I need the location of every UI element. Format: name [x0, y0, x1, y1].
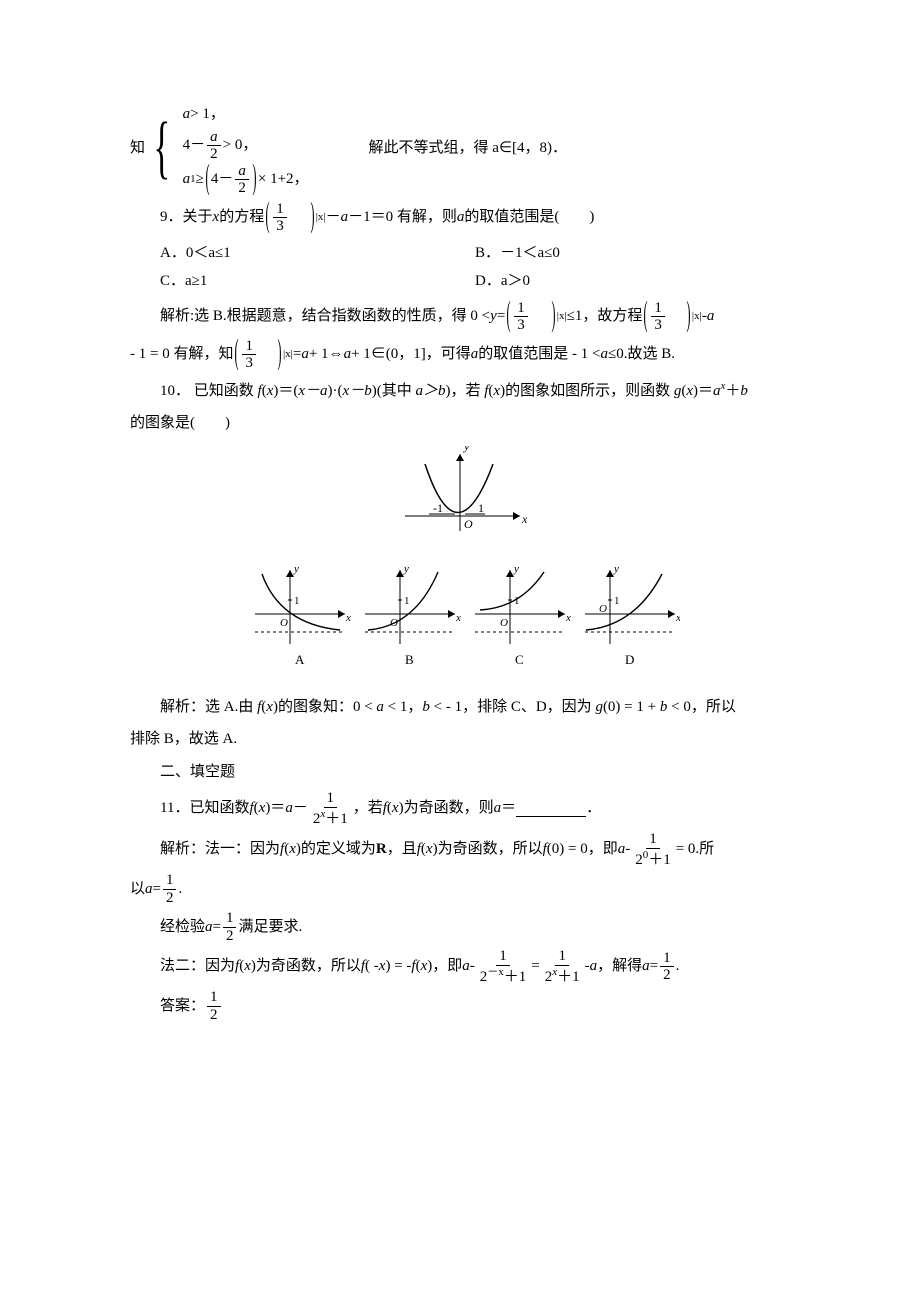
- svg-text:y: y: [513, 564, 519, 575]
- q11-answer: 答案： 1 2: [160, 989, 790, 1023]
- svg-text:1: 1: [614, 595, 620, 607]
- svg-text:y: y: [403, 564, 409, 575]
- frac-q11-4: 1 2x＋1: [542, 948, 583, 985]
- q8-system: 知 { a > 1， 4－ a 2 > 0， a 1 ≥ ( 4－ a 2 ): [130, 100, 790, 197]
- section2: 二、填空题: [160, 758, 790, 787]
- q8-brace-content: a > 1， 4－ a 2 > 0， a 1 ≥ ( 4－ a 2 ) × 1+…: [183, 100, 309, 197]
- svg-text:-1: -1: [433, 501, 443, 515]
- svg-text:x: x: [565, 612, 571, 624]
- svg-text:x: x: [345, 612, 351, 624]
- q8-line3: a 1 ≥ ( 4－ a 2 ) × 1+2，: [183, 163, 309, 197]
- q10-sol: 解析：选 A.由 f(x)的图象知：0 < a < 1，b < - 1，排除 C…: [160, 693, 790, 722]
- svg-text:x: x: [455, 612, 461, 624]
- q10-main-figure: y x O -1 1: [130, 446, 790, 557]
- svg-text:x: x: [675, 612, 680, 624]
- fill-blank: [516, 801, 586, 817]
- frac-13-4: 1 3: [242, 338, 256, 372]
- label-B: B: [405, 652, 414, 667]
- option-graphs: y x O 1 A y x O 1 B y x O 1 C: [240, 564, 680, 674]
- svg-text:1: 1: [404, 595, 410, 607]
- brace-left: {: [153, 113, 170, 183]
- q9-optA: A．0＜a≤1: [160, 239, 475, 268]
- q11-sol2: 经检验 a = 1 2 满足要求.: [160, 910, 790, 944]
- q11-stem: 11． 已知函数 f(x)＝a－ 1 2x＋1 ，若 f(x)为奇函数，则 a＝…: [160, 790, 790, 827]
- q8-lead: 知: [130, 134, 145, 163]
- q10-sol-tail: 排除 B，故选 A.: [130, 725, 790, 754]
- rparen: ): [252, 147, 256, 213]
- q9-optB: B．－1＜a≤0: [475, 239, 790, 268]
- svg-text:O: O: [280, 617, 288, 629]
- q10-stem: 10． 已知函数 f(x)＝(x－a)·(x－b)(其中 a＞b)，若 f(x)…: [160, 376, 790, 406]
- frac-13-1: 1 3: [273, 201, 287, 235]
- svg-text:O: O: [390, 617, 398, 629]
- frac-q11-2: 1 20＋1: [632, 831, 674, 868]
- svg-text:y: y: [293, 564, 299, 575]
- frac-half-3: 1 2: [660, 950, 674, 984]
- frac-half-2: 1 2: [223, 910, 237, 944]
- q9-optC: C．a≥1: [160, 267, 475, 296]
- q9-options: A．0＜a≤1 B．－1＜a≤0: [160, 239, 790, 268]
- label-D: D: [625, 652, 634, 667]
- frac-q11-3: 1 2－x＋1: [477, 948, 530, 985]
- svg-text:O: O: [464, 517, 473, 531]
- svg-text:y: y: [613, 564, 619, 575]
- q11-sol1: 解析： 法一：因为 f(x)的定义域为 R，且 f(x)为奇函数，所以 f(0)…: [160, 831, 790, 868]
- q9-sol-line1: 解析: 选 B.根据题意，结合指数函数的性质，得 0 < y = ( 1 3 )…: [160, 300, 790, 334]
- svg-text:O: O: [599, 603, 607, 615]
- svg-text:O: O: [500, 617, 508, 629]
- q10-option-figures: y x O 1 A y x O 1 B y x O 1 C: [130, 564, 790, 685]
- q8-line2: 4－ a 2 > 0，: [183, 129, 309, 163]
- label-C: C: [515, 652, 524, 667]
- frac-q11-1: 1 2x＋1: [310, 790, 351, 827]
- q9-sol-line2: - 1 = 0 有解，知 ( 1 3 ) |x| = a + 1⇔ a + 1∈…: [130, 338, 790, 372]
- frac-half-ans: 1 2: [207, 989, 221, 1023]
- q9-options2: C．a≥1 D．a＞0: [160, 267, 790, 296]
- q8-line1: a > 1，: [183, 100, 309, 129]
- svg-text:y: y: [463, 446, 470, 453]
- frac-13-2: 1 3: [514, 300, 528, 334]
- parabola-graph: y x O -1 1: [385, 446, 535, 546]
- q10-stem-tail: 的图象是( ): [130, 409, 790, 438]
- lparen: (: [205, 147, 209, 213]
- frac-a2-2: a 2: [235, 163, 249, 197]
- svg-text:x: x: [521, 512, 528, 526]
- q9-optD: D．a＞0: [475, 267, 790, 296]
- q11-sol3: 法二：因为 f(x)为奇函数，所以 f( - x) = - f(x)，即 a -…: [160, 948, 790, 985]
- frac-13-3: 1 3: [651, 300, 665, 334]
- frac-half-1: 1 2: [163, 872, 177, 906]
- q11-sol1-tail: 以 a = 1 2 .: [130, 872, 790, 906]
- label-A: A: [295, 652, 305, 667]
- svg-text:1: 1: [294, 595, 300, 607]
- svg-text:1: 1: [514, 595, 520, 607]
- q8-tail: 解此不等式组，得 a∈[4，8)．: [369, 134, 567, 163]
- svg-text:1: 1: [478, 501, 484, 515]
